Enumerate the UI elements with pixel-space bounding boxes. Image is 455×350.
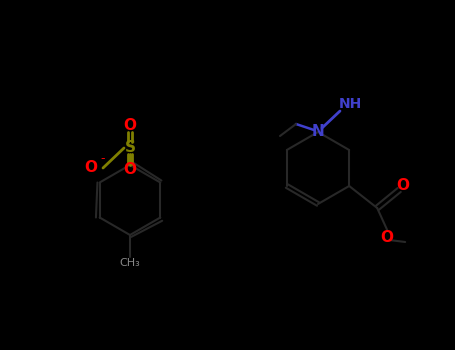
Text: CH₃: CH₃ xyxy=(120,258,141,268)
Text: O: O xyxy=(397,178,410,194)
Text: NH: NH xyxy=(339,97,362,111)
Text: O: O xyxy=(123,119,136,133)
Text: -: - xyxy=(101,153,105,166)
Text: O: O xyxy=(85,161,97,175)
Text: S: S xyxy=(125,140,136,155)
Text: O: O xyxy=(381,231,394,245)
Text: N: N xyxy=(312,125,324,140)
Text: O: O xyxy=(123,162,136,177)
